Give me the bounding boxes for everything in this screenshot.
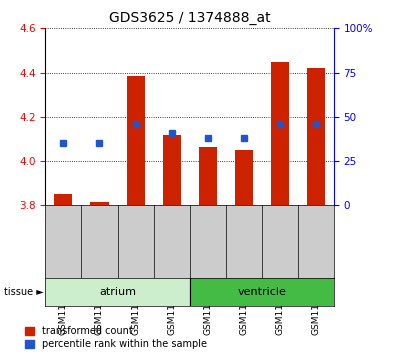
Title: GDS3625 / 1374888_at: GDS3625 / 1374888_at (109, 11, 271, 24)
Text: ventricle: ventricle (237, 287, 286, 297)
Bar (199, 147, 216, 205)
Legend: transformed count, percentile rank within the sample: transformed count, percentile rank withi… (24, 326, 207, 349)
Text: atrium: atrium (99, 287, 136, 297)
Bar (126, 76, 145, 205)
Bar (190, 278, 334, 306)
Bar (271, 62, 289, 205)
Bar (235, 150, 253, 205)
Bar (163, 135, 181, 205)
Bar (90, 202, 109, 205)
Bar (307, 68, 325, 205)
Bar (55, 194, 72, 205)
Bar (45, 278, 190, 306)
Text: tissue ►: tissue ► (4, 287, 44, 297)
